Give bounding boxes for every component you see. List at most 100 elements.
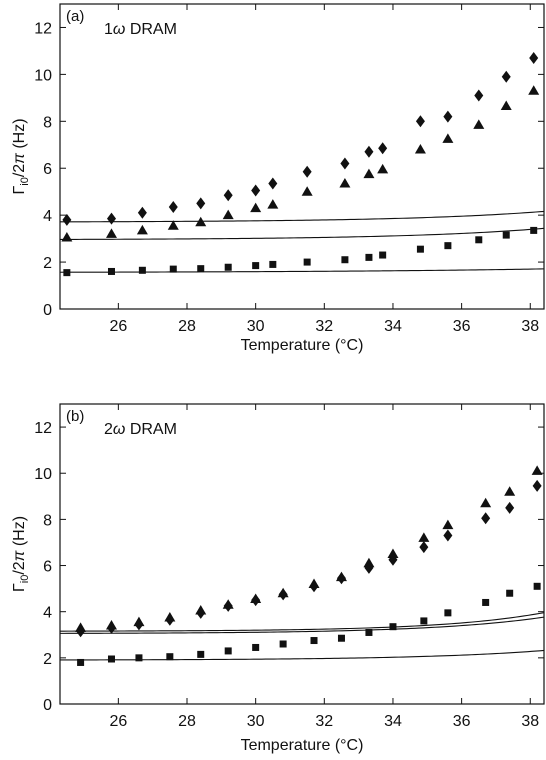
data-point-triangle bbox=[250, 202, 262, 213]
data-point-square bbox=[475, 236, 483, 244]
x-tick-label: 38 bbox=[521, 713, 539, 730]
panel-title-number: 2 bbox=[104, 421, 113, 438]
y-axis-label: Γi0/2π (Hz) bbox=[11, 516, 31, 592]
data-point-diamond bbox=[501, 70, 511, 83]
data-point-diamond bbox=[134, 618, 144, 631]
x-tick-label: 30 bbox=[247, 318, 265, 335]
y-axis-label-units: (Hz) bbox=[11, 516, 28, 551]
data-point-triangle bbox=[418, 532, 430, 542]
data-point-diamond bbox=[443, 110, 453, 123]
x-axis-label: Temperature (°C) bbox=[241, 337, 364, 354]
chart-panel-1: 26 28 30 32 34 36 38 0 2 4 6 8 10 12 Temperature (°C) Γ… bbox=[11, 3, 545, 354]
data-point-square bbox=[420, 617, 428, 625]
y-axis-label-text: /2 bbox=[11, 164, 28, 177]
y-axis-label-pi: π bbox=[11, 550, 28, 561]
fit-curve-triangle bbox=[60, 227, 544, 240]
x-tick-label: 32 bbox=[315, 318, 333, 335]
data-point-square bbox=[252, 643, 260, 651]
y-axis-label-symbol: Γ bbox=[11, 583, 28, 592]
data-point-square bbox=[502, 231, 510, 239]
x-tick-label: 34 bbox=[384, 318, 402, 335]
data-point-square bbox=[310, 637, 318, 645]
data-point-square bbox=[169, 265, 177, 273]
data-point-diamond bbox=[340, 157, 350, 170]
x-tick-label: 32 bbox=[315, 713, 333, 730]
data-point-diamond bbox=[106, 212, 116, 225]
y-axis-label-subscript: i0 bbox=[19, 575, 31, 584]
data-point-square bbox=[269, 260, 277, 268]
y-axis-label: Γi0/2π (Hz) bbox=[11, 118, 31, 194]
data-point-triangle bbox=[195, 216, 207, 227]
panel-title-text: DRAM bbox=[125, 21, 177, 38]
data-point-square bbox=[533, 582, 541, 590]
data-point-square bbox=[444, 242, 452, 250]
data-point-triangle bbox=[480, 497, 492, 508]
data-point-square bbox=[365, 253, 373, 261]
y-tick-label: 0 bbox=[43, 697, 52, 714]
data-point-square bbox=[482, 598, 490, 606]
y-tick-label: 2 bbox=[43, 651, 52, 668]
y-axis-label-symbol: Γ bbox=[11, 186, 28, 195]
data-point-square bbox=[530, 226, 538, 234]
chart-panel-2: 26 28 30 32 34 36 38 0 2 4 6 8 10 12 Temperature (°C) Γ… bbox=[11, 403, 545, 754]
y-tick-label: 6 bbox=[43, 559, 52, 576]
data-point-diamond bbox=[419, 541, 429, 554]
data-point-triangle bbox=[363, 168, 375, 179]
y-tick-label: 0 bbox=[43, 302, 52, 319]
x-tick-label: 38 bbox=[521, 318, 539, 335]
data-point-square bbox=[138, 266, 146, 274]
y-tick-label: 10 bbox=[34, 67, 52, 84]
data-point-triangle bbox=[105, 228, 117, 238]
data-point-diamond bbox=[168, 200, 178, 213]
data-point-triangle bbox=[136, 224, 148, 235]
data-point-square bbox=[197, 650, 205, 658]
data-point-triangle bbox=[531, 465, 543, 475]
data-point-square bbox=[337, 634, 345, 642]
data-point-square bbox=[303, 258, 311, 266]
data-point-square bbox=[379, 251, 387, 259]
data-point-diamond bbox=[251, 184, 261, 197]
data-point-diamond bbox=[165, 613, 175, 626]
y-axis-label-subscript: i0 bbox=[19, 177, 31, 186]
plot-frame bbox=[59, 3, 545, 310]
data-point-square bbox=[416, 245, 424, 253]
x-tick-label: 28 bbox=[178, 713, 196, 730]
data-point-triangle bbox=[61, 231, 73, 242]
data-point-triangle bbox=[473, 119, 485, 129]
data-point-square bbox=[166, 653, 174, 661]
data-point-square bbox=[224, 647, 232, 655]
data-point-diamond bbox=[137, 206, 147, 219]
data-point-triangle bbox=[222, 209, 234, 220]
data-point-square bbox=[63, 269, 71, 277]
y-tick-label: 10 bbox=[34, 466, 52, 483]
panel-title: 1ω DRAM bbox=[104, 21, 177, 38]
y-tick-label: 8 bbox=[43, 114, 52, 131]
data-point-triangle bbox=[339, 177, 351, 188]
panel-label: (b) bbox=[66, 408, 84, 425]
panel-title: 2ω DRAM bbox=[104, 421, 177, 438]
data-point-square bbox=[341, 256, 349, 264]
data-point-diamond bbox=[443, 529, 453, 542]
data-point-square bbox=[365, 628, 373, 636]
data-point-diamond bbox=[302, 165, 312, 178]
y-axis-label-units: (Hz) bbox=[11, 118, 28, 153]
y-axis-label-text: /2 bbox=[11, 561, 28, 574]
data-point-triangle bbox=[414, 143, 426, 154]
fit-curve-triangle bbox=[60, 612, 544, 632]
fit-curve-square bbox=[60, 268, 544, 273]
fit-curve-diamond bbox=[60, 616, 544, 634]
panel-title-text: DRAM bbox=[125, 421, 177, 438]
data-point-diamond bbox=[481, 512, 491, 525]
x-tick-label: 30 bbox=[247, 713, 265, 730]
data-point-diamond bbox=[268, 177, 278, 190]
data-point-diamond bbox=[278, 588, 288, 601]
x-tick-label: 28 bbox=[178, 318, 196, 335]
data-point-diamond bbox=[364, 561, 374, 574]
y-tick-label: 12 bbox=[34, 20, 52, 37]
data-point-triangle bbox=[377, 163, 389, 174]
data-point-diamond bbox=[505, 501, 515, 514]
data-point-triangle bbox=[167, 220, 179, 230]
data-point-diamond bbox=[251, 594, 261, 607]
data-point-square bbox=[77, 658, 85, 666]
